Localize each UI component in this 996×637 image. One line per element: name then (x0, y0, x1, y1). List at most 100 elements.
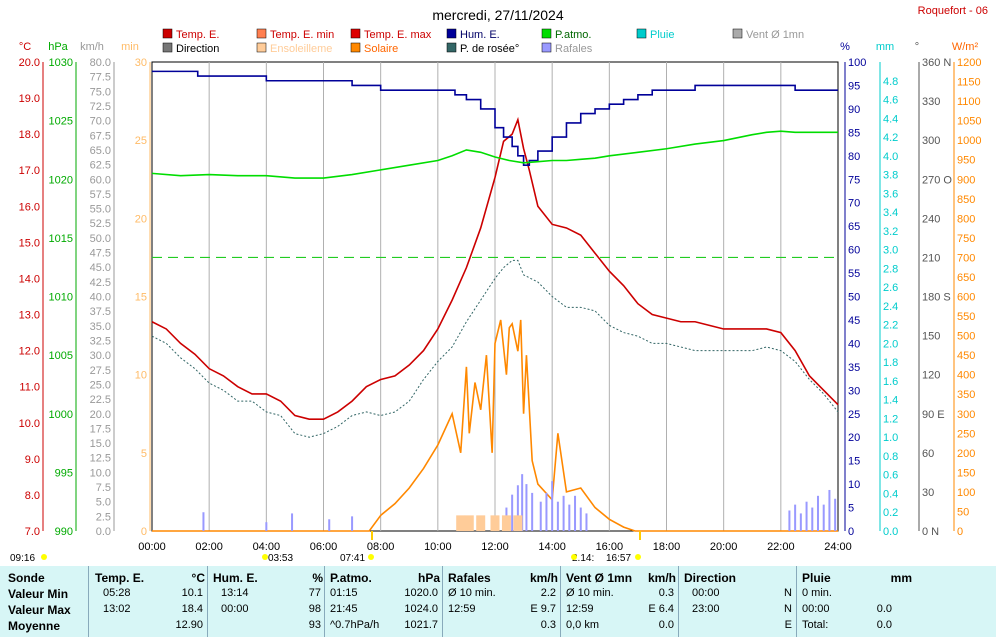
bar-rafales (551, 481, 554, 531)
x-tick-label: 22:00 (767, 541, 795, 553)
temp-tick-label: 10.0 (19, 418, 40, 430)
stats-time: Ø 10 min. (448, 587, 496, 599)
solar-tick-label: 100 (957, 487, 975, 499)
stats-time: 00:00 (802, 603, 830, 615)
series-line (152, 70, 838, 166)
solar-tick-label: 1200 (957, 57, 981, 69)
bar-rafales (579, 507, 582, 531)
dir-tick-label: 300 (922, 135, 940, 147)
stats-value: 0.0 (876, 619, 892, 631)
wind-tick-label: 45.0 (90, 262, 111, 274)
unit-dir: ° (915, 41, 919, 53)
bar-rafales (574, 495, 577, 531)
bar-rafales (291, 513, 294, 531)
press-tick-label: 1010 (49, 292, 73, 304)
dir-tick-label: 240 (922, 213, 940, 225)
solar-tick-label: 1050 (957, 116, 981, 128)
bar-rafales (794, 504, 797, 531)
stats-table: Sonde Temp. E. °C Hum. E.% P.atmo. hPa Rafales… (0, 566, 996, 637)
x-tick-label: 24:00 (824, 541, 852, 553)
sun-tick-label: 20 (135, 213, 147, 225)
x-tick-label: 00:00 (138, 541, 166, 553)
bar-rafales (799, 513, 802, 531)
wind-tick-label: 80.0 (90, 57, 111, 69)
stats-time: 13:14 (221, 587, 249, 599)
legend-swatch (256, 28, 267, 39)
stats-unit: km/h (647, 571, 676, 585)
hum-tick-label: 20 (848, 432, 860, 444)
legend-swatch (256, 42, 267, 53)
bar-rafales (834, 498, 837, 531)
stats-time: ^0.7hPa/h (330, 619, 380, 631)
bar-rafales (811, 507, 814, 531)
hum-tick-label: 60 (848, 245, 860, 257)
unit-solar: W/m² (952, 41, 979, 53)
station-name: Roquefort - 06 (918, 5, 988, 17)
sun-label: 03:53 (268, 553, 293, 564)
press-tick-label: 995 (55, 467, 73, 479)
legend-label: Rafales (555, 43, 593, 55)
rain-tick-label: 3.0 (883, 245, 898, 257)
x-tick-label: 02:00 (195, 541, 223, 553)
rain-tick-label: 2.8 (883, 263, 898, 275)
bar-rafales (816, 495, 819, 531)
bar-rafales (539, 501, 542, 531)
wind-tick-label: 57.5 (90, 189, 111, 201)
wind-tick-label: 30.0 (90, 350, 111, 362)
hum-tick-label: 35 (848, 362, 860, 374)
dir-tick-label: 210 (922, 252, 940, 264)
dir-tick-label: 180 S (922, 292, 951, 304)
legend-label: Hum. E. (460, 29, 500, 41)
bar-ensoleilleme (476, 515, 486, 531)
rain-tick-label: 3.4 (883, 207, 898, 219)
wind-tick-label: 35.0 (90, 321, 111, 333)
dir-tick-label: 150 (922, 331, 940, 343)
solar-tick-label: 800 (957, 213, 975, 225)
solar-tick-label: 0 (957, 526, 963, 538)
hum-tick-label: 55 (848, 268, 860, 280)
solar-tick-label: 450 (957, 350, 975, 362)
rain-tick-label: 3.6 (883, 188, 898, 200)
rain-tick-label: 0.6 (883, 470, 898, 482)
rain-tick-label: 0.4 (883, 488, 898, 500)
rain-tick-label: 2.0 (883, 338, 898, 350)
sun-tick-label: 30 (135, 57, 147, 69)
rain-tick-label: 4.8 (883, 76, 898, 88)
press-tick-label: 1015 (49, 233, 73, 245)
stats-unit: % (312, 571, 323, 585)
solar-tick-label: 250 (957, 428, 975, 440)
hum-tick-label: 30 (848, 385, 860, 397)
series-line (151, 259, 839, 438)
bar-rafales (805, 501, 808, 531)
stats-value: N (784, 603, 792, 615)
stats-value: 0.0 (876, 603, 892, 615)
stats-unit: km/h (529, 571, 558, 585)
hum-tick-label: 65 (848, 221, 860, 233)
solar-tick-label: 500 (957, 331, 975, 343)
chart-grid (151, 61, 839, 532)
solar-tick-label: 550 (957, 311, 975, 323)
dir-tick-label: 90 E (922, 409, 945, 421)
unit-hum: % (840, 41, 850, 53)
x-tick-label: 10:00 (424, 541, 452, 553)
temp-tick-label: 13.0 (19, 310, 40, 322)
hum-tick-label: 75 (848, 174, 860, 186)
dir-tick-label: 270 O (922, 174, 952, 186)
sun-dot (368, 554, 374, 560)
bar-rafales (521, 474, 524, 531)
solar-tick-label: 1000 (957, 135, 981, 147)
bar-rafales (351, 516, 354, 531)
x-tick-label: 18:00 (653, 541, 681, 553)
unit-wind: km/h (80, 41, 104, 53)
bar-rafales (531, 492, 534, 531)
solar-tick-label: 1100 (957, 96, 981, 108)
rain-tick-label: 4.0 (883, 151, 898, 163)
solar-tick-label: 150 (957, 467, 975, 479)
hum-tick-label: 10 (848, 479, 860, 491)
bar-ensoleilleme (513, 515, 523, 531)
bar-rafales (328, 519, 331, 531)
solar-tick-label: 700 (957, 252, 975, 264)
rain-tick-label: 3.8 (883, 170, 898, 182)
stats-time: 01:15 (330, 587, 358, 599)
x-tick-label: 12:00 (481, 541, 509, 553)
